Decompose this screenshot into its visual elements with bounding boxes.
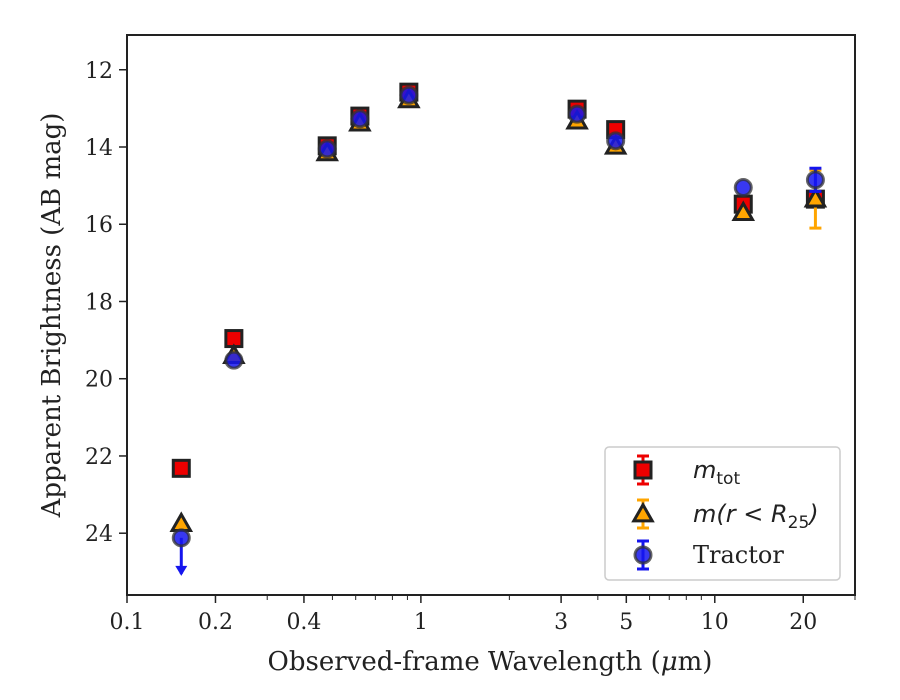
legend-label-m-tot: mtot bbox=[693, 456, 740, 489]
point-circle bbox=[350, 109, 370, 129]
legend-marker-triangle bbox=[631, 501, 655, 523]
point-triangle bbox=[731, 200, 756, 222]
y-tick-label: 22 bbox=[85, 445, 113, 470]
point-triangle bbox=[803, 186, 828, 208]
plot-area bbox=[126, 34, 856, 596]
x-tick-label: 0.1 bbox=[110, 610, 145, 635]
upper-limit-arrowhead bbox=[175, 565, 188, 576]
x-tick-label: 0.4 bbox=[286, 610, 321, 635]
x-tick-label: 0.2 bbox=[198, 610, 233, 635]
legend-label-m-r-r25: m(r < R25) bbox=[693, 500, 819, 533]
data-points bbox=[169, 82, 828, 576]
legend: mtot m(r < R25) Tractor bbox=[604, 446, 841, 581]
x-tick-label: 20 bbox=[789, 610, 817, 635]
x-axis-title: Observed-frame Wavelength (μm) bbox=[268, 647, 713, 677]
point-circle bbox=[317, 139, 337, 159]
legend-label-tractor: Tractor bbox=[693, 541, 784, 569]
point-circle bbox=[567, 104, 587, 124]
y-tick-label: 14 bbox=[85, 136, 113, 161]
y-tick-label: 18 bbox=[85, 290, 113, 315]
y-tick-label: 12 bbox=[85, 59, 113, 84]
series-m-tot bbox=[171, 82, 825, 478]
axes-ticks: 0.1 0.2 0.4 1 3 5 10 20 12 14 16 18 20 22 24 bbox=[85, 59, 856, 635]
y-tick-label: 16 bbox=[85, 213, 113, 238]
point-circle bbox=[171, 528, 191, 548]
point-circle bbox=[733, 178, 753, 198]
legend-marker-circle bbox=[633, 545, 653, 565]
legend-frame bbox=[604, 446, 841, 581]
x-tick-label: 3 bbox=[554, 610, 568, 635]
point-triangle bbox=[169, 511, 194, 532]
plot-frame bbox=[126, 34, 856, 596]
y-tick-label: 20 bbox=[85, 368, 113, 393]
series-tractor bbox=[171, 85, 825, 576]
x-tick-label: 1 bbox=[414, 610, 428, 635]
legend-marker-square bbox=[633, 460, 653, 480]
y-axis-title: Apparent Brightness (AB mag) bbox=[37, 113, 67, 519]
point-circle bbox=[606, 131, 626, 151]
point-square bbox=[171, 458, 191, 478]
point-circle bbox=[224, 350, 244, 370]
point-circle bbox=[805, 170, 825, 190]
x-tick-label: 5 bbox=[619, 610, 633, 635]
x-tick-label: 10 bbox=[701, 610, 729, 635]
point-circle bbox=[399, 85, 419, 105]
y-tick-label: 24 bbox=[85, 522, 113, 547]
